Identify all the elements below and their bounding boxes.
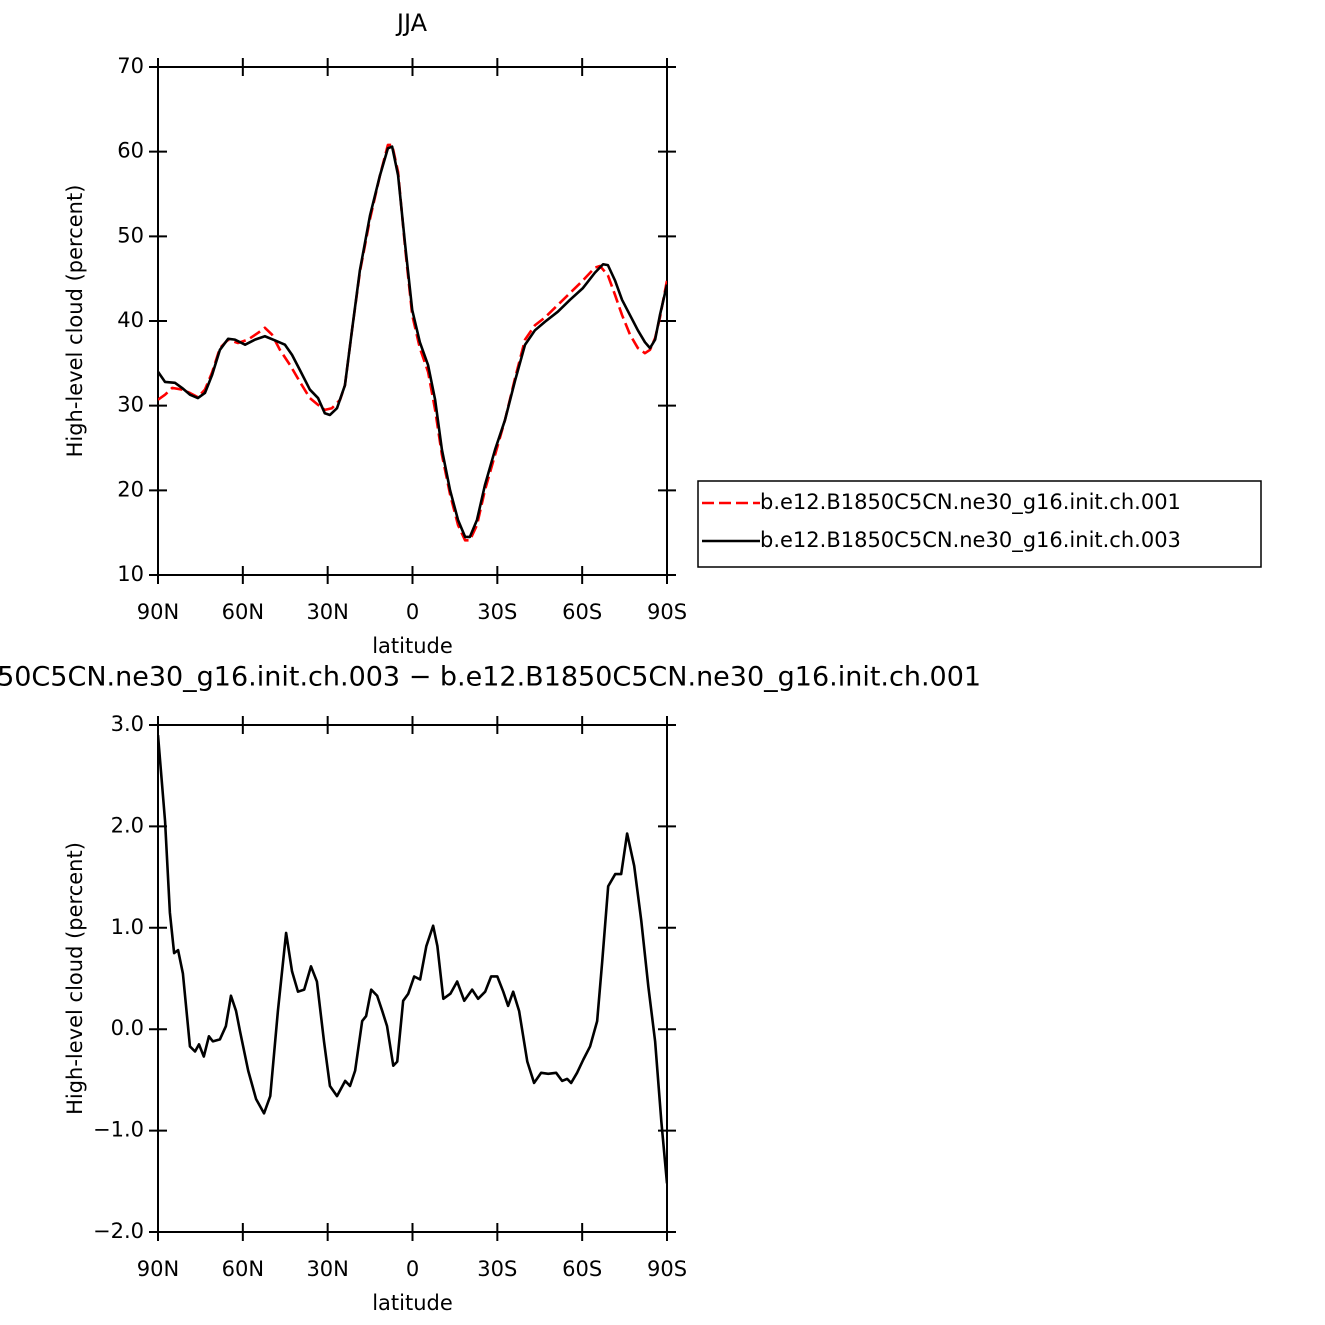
y-axis-label: High-level cloud (percent) [63,842,87,1115]
x-tick-label: 90N [137,600,179,624]
x-axis-label: latitude [372,634,453,658]
x-axis-label: latitude [372,1291,453,1315]
y-axis-label: High-level cloud (percent) [63,185,87,458]
y-tick-label: 1.0 [111,915,144,939]
x-tick-label: 90S [647,600,687,624]
plot-frame [157,724,668,1233]
legend-label: b.e12.B1850C5CN.ne30_g16.init.ch.001 [760,490,1181,515]
y-tick-label: −2.0 [93,1219,144,1243]
x-tick-label: 90N [137,1257,179,1281]
y-tick-label: 30 [117,393,144,417]
x-tick-label: 30S [477,600,517,624]
x-tick-label: 60N [222,1257,264,1281]
x-tick-label: 60N [222,600,264,624]
x-tick-label: 0 [406,1257,419,1281]
x-tick-label: 60S [562,600,602,624]
y-tick-label: 60 [117,139,144,163]
legend-label: b.e12.B1850C5CN.ne30_g16.init.ch.003 [760,528,1181,553]
x-tick-label: 90S [647,1257,687,1281]
data-line [158,735,667,1184]
chart-title: b.e12.B1850C5CN.ne30_g16.init.ch.003 − b… [0,662,981,693]
x-tick-label: 30N [306,600,348,624]
legend-box [697,480,1262,568]
plot-frame [157,66,668,576]
data-line [158,145,667,539]
y-tick-label: 3.0 [111,712,144,736]
x-tick-label: 0 [406,600,419,624]
y-tick-label: 40 [117,308,144,332]
x-tick-label: 60S [562,1257,602,1281]
data-line [158,143,667,542]
y-tick-label: −1.0 [93,1118,144,1142]
y-tick-label: 50 [117,223,144,247]
y-tick-label: 2.0 [111,813,144,837]
y-tick-label: 70 [117,54,144,78]
chart-title: JJA [395,9,428,37]
x-tick-label: 30S [477,1257,517,1281]
y-tick-label: 0.0 [111,1016,144,1040]
x-tick-label: 30N [306,1257,348,1281]
y-tick-label: 10 [117,562,144,586]
y-tick-label: 20 [117,477,144,501]
